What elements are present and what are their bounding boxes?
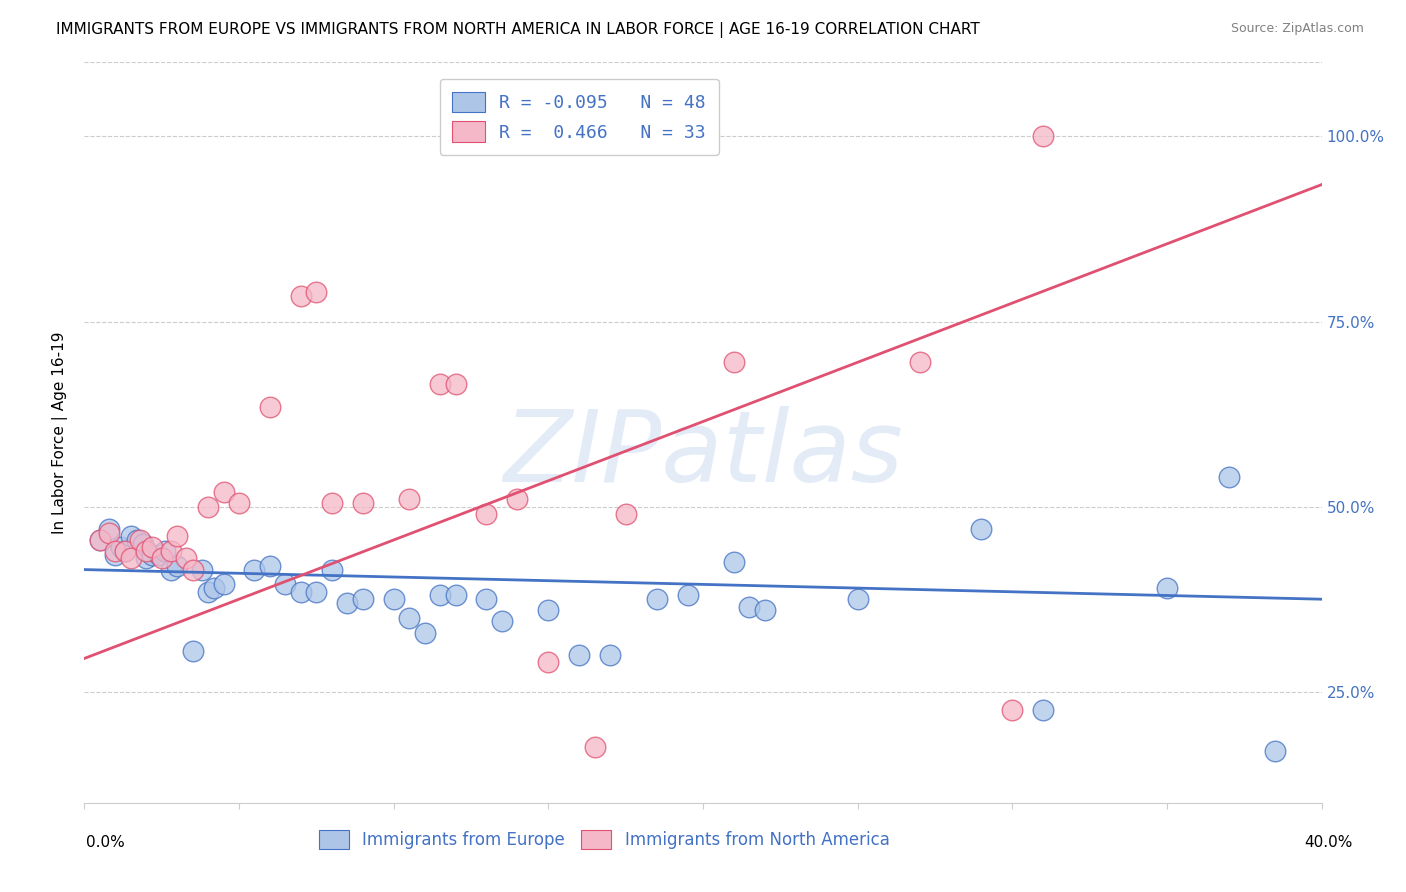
Point xyxy=(444,589,467,603)
Point xyxy=(599,648,621,662)
Point xyxy=(153,544,176,558)
Point xyxy=(723,555,745,569)
Point xyxy=(398,492,420,507)
Point xyxy=(1156,581,1178,595)
Point xyxy=(568,648,591,662)
Point xyxy=(908,355,931,369)
Point xyxy=(738,599,761,614)
Point xyxy=(1032,129,1054,144)
Point xyxy=(176,551,198,566)
Point xyxy=(491,615,513,629)
Point xyxy=(475,592,498,607)
Text: Source: ZipAtlas.com: Source: ZipAtlas.com xyxy=(1230,22,1364,36)
Point xyxy=(413,625,436,640)
Point xyxy=(243,563,266,577)
Point xyxy=(1218,470,1240,484)
Text: ZIPatlas: ZIPatlas xyxy=(503,407,903,503)
Point xyxy=(148,548,170,562)
Point xyxy=(110,541,132,555)
Y-axis label: In Labor Force | Age 16-19: In Labor Force | Age 16-19 xyxy=(52,331,69,534)
Point xyxy=(336,596,359,610)
Point xyxy=(181,563,204,577)
Point xyxy=(141,541,163,555)
Point xyxy=(120,529,142,543)
Point xyxy=(259,400,281,414)
Point xyxy=(120,551,142,566)
Point xyxy=(305,584,328,599)
Point xyxy=(114,544,136,558)
Point xyxy=(352,592,374,607)
Point xyxy=(89,533,111,547)
Point xyxy=(1264,744,1286,758)
Point xyxy=(754,603,776,617)
Point xyxy=(89,533,111,547)
Text: 40.0%: 40.0% xyxy=(1305,836,1353,850)
Point xyxy=(583,740,606,755)
Point xyxy=(191,563,214,577)
Point xyxy=(444,377,467,392)
Point xyxy=(970,522,993,536)
Point xyxy=(125,533,148,547)
Point xyxy=(166,558,188,573)
Point xyxy=(429,377,451,392)
Point xyxy=(1032,703,1054,717)
Text: IMMIGRANTS FROM EUROPE VS IMMIGRANTS FROM NORTH AMERICA IN LABOR FORCE | AGE 16-: IMMIGRANTS FROM EUROPE VS IMMIGRANTS FRO… xyxy=(56,22,980,38)
Point xyxy=(537,655,560,669)
Point xyxy=(104,548,127,562)
Point xyxy=(259,558,281,573)
Text: 0.0%: 0.0% xyxy=(86,836,125,850)
Point xyxy=(290,584,312,599)
Point xyxy=(676,589,699,603)
Point xyxy=(506,492,529,507)
Point xyxy=(305,285,328,299)
Point xyxy=(135,544,157,558)
Point xyxy=(1001,703,1024,717)
Point xyxy=(228,496,250,510)
Point xyxy=(382,592,405,607)
Point xyxy=(135,551,157,566)
Point xyxy=(352,496,374,510)
Point xyxy=(98,522,121,536)
Point xyxy=(398,611,420,625)
Point xyxy=(537,603,560,617)
Point xyxy=(141,548,163,562)
Point xyxy=(181,644,204,658)
Point xyxy=(104,544,127,558)
Point xyxy=(846,592,869,607)
Point xyxy=(160,544,183,558)
Point xyxy=(114,544,136,558)
Point xyxy=(150,551,173,566)
Point xyxy=(321,496,343,510)
Point xyxy=(160,563,183,577)
Point xyxy=(132,536,155,550)
Point xyxy=(166,529,188,543)
Point xyxy=(475,507,498,521)
Point xyxy=(129,533,152,547)
Point xyxy=(321,563,343,577)
Point xyxy=(212,484,235,499)
Point xyxy=(290,288,312,302)
Legend: Immigrants from Europe, Immigrants from North America: Immigrants from Europe, Immigrants from … xyxy=(311,822,898,857)
Point xyxy=(274,577,297,591)
Point xyxy=(98,525,121,540)
Point xyxy=(723,355,745,369)
Point xyxy=(645,592,668,607)
Point xyxy=(614,507,637,521)
Point xyxy=(197,584,219,599)
Point xyxy=(429,589,451,603)
Point xyxy=(197,500,219,514)
Point xyxy=(212,577,235,591)
Point xyxy=(202,581,225,595)
